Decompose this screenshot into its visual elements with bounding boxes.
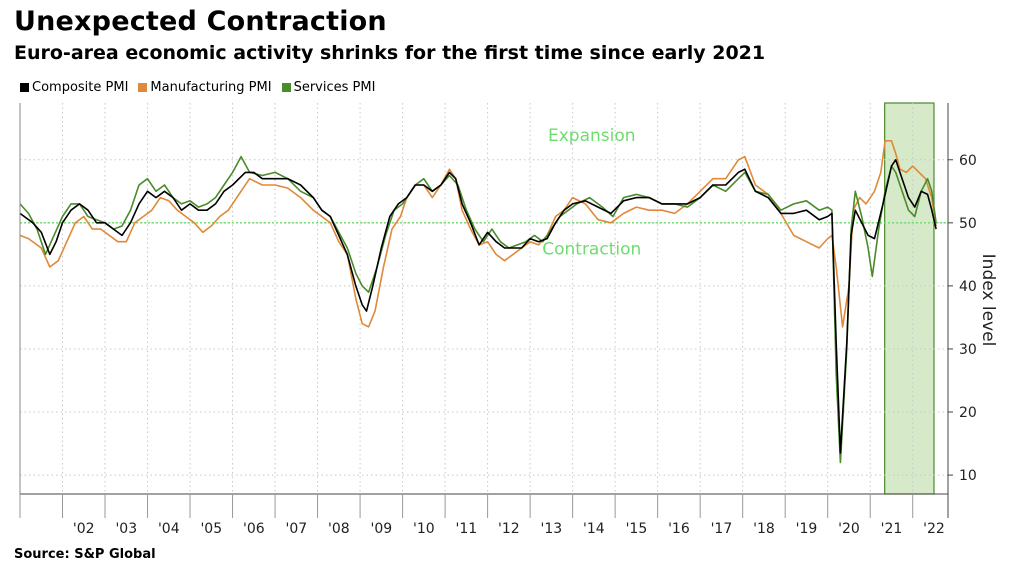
x-tick-label: '10 [413,521,435,537]
x-tick-label: '12 [498,521,520,537]
y-tick-label: 60 [959,153,977,169]
x-tick-label: '05 [200,521,222,537]
x-tick-label: '21 [881,521,903,537]
chart-title: Unexpected Contraction [14,6,387,37]
x-tick-label: '09 [371,521,393,537]
series-line-composite [19,159,937,454]
y-axis-title: Index level [978,254,998,347]
legend-swatch-composite [20,83,29,92]
legend-item-composite: Composite PMI [20,80,128,95]
x-tick-label: '15 [626,521,648,537]
legend-label-composite: Composite PMI [32,80,129,95]
x-tick-label: '20 [838,521,860,537]
legend-item-manufacturing: Manufacturing PMI [138,80,272,95]
expansion-label: Expansion [548,126,636,146]
chart-subtitle: Euro-area economic activity shrinks for … [14,42,766,64]
x-tick-label: '22 [923,521,945,537]
x-tick-label: '11 [456,521,478,537]
x-tick-label: '06 [243,521,265,537]
x-tick-label: '17 [711,521,733,537]
x-tick-label: '07 [285,521,307,537]
legend-label-manufacturing: Manufacturing PMI [150,80,272,95]
y-tick-label: 10 [959,468,977,484]
x-tick-label: '14 [583,521,605,537]
y-tick-label: 20 [959,405,977,421]
legend-swatch-services [281,83,291,92]
x-tick-label: '16 [668,521,690,537]
x-tick-label: '02 [73,521,95,537]
legend-item-services: Services PMI [281,80,376,95]
x-tick-label: '08 [328,521,350,537]
y-tick-label: 30 [959,342,977,358]
y-tick-label: 50 [959,216,977,232]
legend-label-services: Services PMI [293,80,376,95]
source-note: Source: S&P Global [14,547,156,562]
x-tick-label: '19 [796,521,818,537]
highlight-band [884,102,935,495]
series-line-manufacturing [19,140,937,328]
y-tick-label: 40 [959,279,977,295]
x-tick-label: '04 [158,521,180,537]
legend-swatch-manufacturing [138,83,148,92]
x-tick-label: '18 [753,521,775,537]
x-tick-label: '13 [541,521,563,537]
x-tick-label: '03 [115,521,137,537]
contraction-label: Contraction [542,239,641,259]
legend: Composite PMI Manufacturing PMI Services… [20,80,375,95]
